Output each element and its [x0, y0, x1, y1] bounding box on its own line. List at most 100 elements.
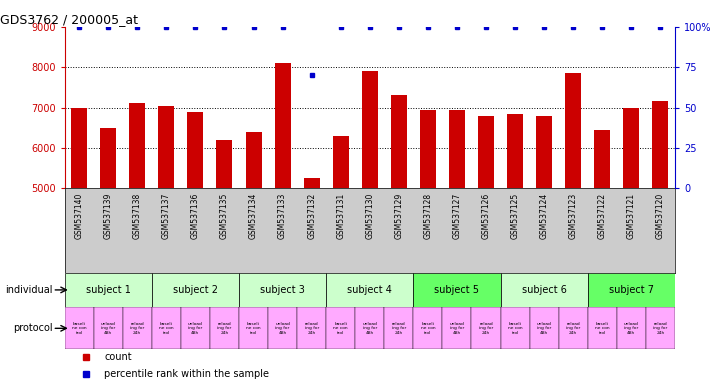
Bar: [500, 273, 588, 307]
Bar: [588, 307, 617, 349]
Text: subject 2: subject 2: [173, 285, 218, 295]
Bar: [216, 140, 233, 188]
Text: GSM537138: GSM537138: [133, 192, 141, 238]
Bar: [653, 101, 668, 188]
Text: GSM537135: GSM537135: [220, 192, 229, 239]
Text: protocol: protocol: [13, 323, 52, 333]
Bar: [239, 273, 326, 307]
Text: unload
ing for
48h: unload ing for 48h: [101, 322, 116, 334]
Text: GSM537128: GSM537128: [424, 192, 432, 238]
Bar: [304, 178, 320, 188]
Bar: [297, 307, 326, 349]
Bar: [414, 273, 500, 307]
Bar: [326, 273, 414, 307]
Bar: [536, 116, 552, 188]
Bar: [414, 307, 442, 349]
Text: baseli
ne con
trol: baseli ne con trol: [333, 322, 348, 334]
Text: GSM537140: GSM537140: [75, 192, 84, 239]
Text: GSM537124: GSM537124: [540, 192, 549, 238]
Text: GSM537134: GSM537134: [249, 192, 258, 239]
Text: count: count: [104, 352, 131, 362]
Text: subject 3: subject 3: [260, 285, 305, 295]
Text: percentile rank within the sample: percentile rank within the sample: [104, 369, 269, 379]
Bar: [151, 273, 239, 307]
Text: individual: individual: [5, 285, 52, 295]
Text: GSM537131: GSM537131: [336, 192, 345, 238]
Bar: [210, 307, 239, 349]
Text: baseli
ne con
trol: baseli ne con trol: [159, 322, 174, 334]
Bar: [507, 114, 523, 188]
Text: subject 7: subject 7: [609, 285, 654, 295]
Bar: [187, 112, 203, 188]
Text: GSM537130: GSM537130: [365, 192, 374, 239]
Bar: [442, 307, 472, 349]
Bar: [239, 307, 268, 349]
Text: GSM537126: GSM537126: [482, 192, 490, 238]
Text: unload
ing for
48h: unload ing for 48h: [363, 322, 377, 334]
Text: subject 4: subject 4: [348, 285, 392, 295]
Bar: [326, 307, 355, 349]
Text: GDS3762 / 200005_at: GDS3762 / 200005_at: [0, 13, 138, 26]
Bar: [449, 109, 465, 188]
Bar: [123, 307, 151, 349]
Text: unload
ing for
48h: unload ing for 48h: [188, 322, 203, 334]
Bar: [93, 307, 123, 349]
Bar: [101, 127, 116, 188]
Bar: [391, 95, 407, 188]
Text: unload
ing for
48h: unload ing for 48h: [536, 322, 551, 334]
Bar: [420, 109, 436, 188]
Text: GSM537137: GSM537137: [162, 192, 171, 239]
Bar: [559, 307, 588, 349]
Bar: [181, 307, 210, 349]
Text: baseli
ne con
trol: baseli ne con trol: [246, 322, 261, 334]
Bar: [151, 307, 181, 349]
Bar: [71, 108, 87, 188]
Bar: [472, 307, 500, 349]
Text: GSM537132: GSM537132: [307, 192, 316, 238]
Bar: [355, 307, 384, 349]
Bar: [332, 136, 349, 188]
Text: baseli
ne con
trol: baseli ne con trol: [595, 322, 610, 334]
Bar: [646, 307, 675, 349]
Text: GSM537120: GSM537120: [656, 192, 665, 238]
Text: GSM537129: GSM537129: [394, 192, 404, 238]
Bar: [246, 132, 261, 188]
Text: reload
ing for
24h: reload ing for 24h: [479, 322, 493, 334]
Bar: [617, 307, 646, 349]
Bar: [595, 130, 610, 188]
Bar: [500, 307, 530, 349]
Text: baseli
ne con
trol: baseli ne con trol: [72, 322, 86, 334]
Bar: [65, 307, 93, 349]
Bar: [565, 73, 581, 188]
Text: GSM537136: GSM537136: [191, 192, 200, 239]
Text: reload
ing for
24h: reload ing for 24h: [392, 322, 406, 334]
Text: reload
ing for
24h: reload ing for 24h: [653, 322, 668, 334]
Bar: [362, 71, 378, 188]
Bar: [159, 106, 174, 188]
Text: reload
ing for
24h: reload ing for 24h: [566, 322, 580, 334]
Text: unload
ing for
48h: unload ing for 48h: [275, 322, 290, 334]
Text: unload
ing for
48h: unload ing for 48h: [624, 322, 639, 334]
Text: subject 5: subject 5: [434, 285, 480, 295]
Text: baseli
ne con
trol: baseli ne con trol: [421, 322, 435, 334]
Text: GSM537133: GSM537133: [278, 192, 287, 239]
Bar: [588, 273, 675, 307]
Text: reload
ing for
24h: reload ing for 24h: [130, 322, 144, 334]
Bar: [65, 273, 151, 307]
Text: subject 6: subject 6: [522, 285, 567, 295]
Text: GSM537121: GSM537121: [627, 192, 636, 238]
Text: GSM537125: GSM537125: [510, 192, 520, 238]
Text: baseli
ne con
trol: baseli ne con trol: [508, 322, 523, 334]
Text: GSM537127: GSM537127: [452, 192, 462, 238]
Text: GSM537122: GSM537122: [598, 192, 607, 238]
Text: subject 1: subject 1: [85, 285, 131, 295]
Bar: [268, 307, 297, 349]
Text: GSM537139: GSM537139: [103, 192, 113, 239]
Bar: [623, 108, 639, 188]
Bar: [129, 104, 145, 188]
Bar: [274, 63, 291, 188]
Bar: [478, 116, 494, 188]
Text: unload
ing for
48h: unload ing for 48h: [449, 322, 465, 334]
Bar: [530, 307, 559, 349]
Text: reload
ing for
24h: reload ing for 24h: [218, 322, 232, 334]
